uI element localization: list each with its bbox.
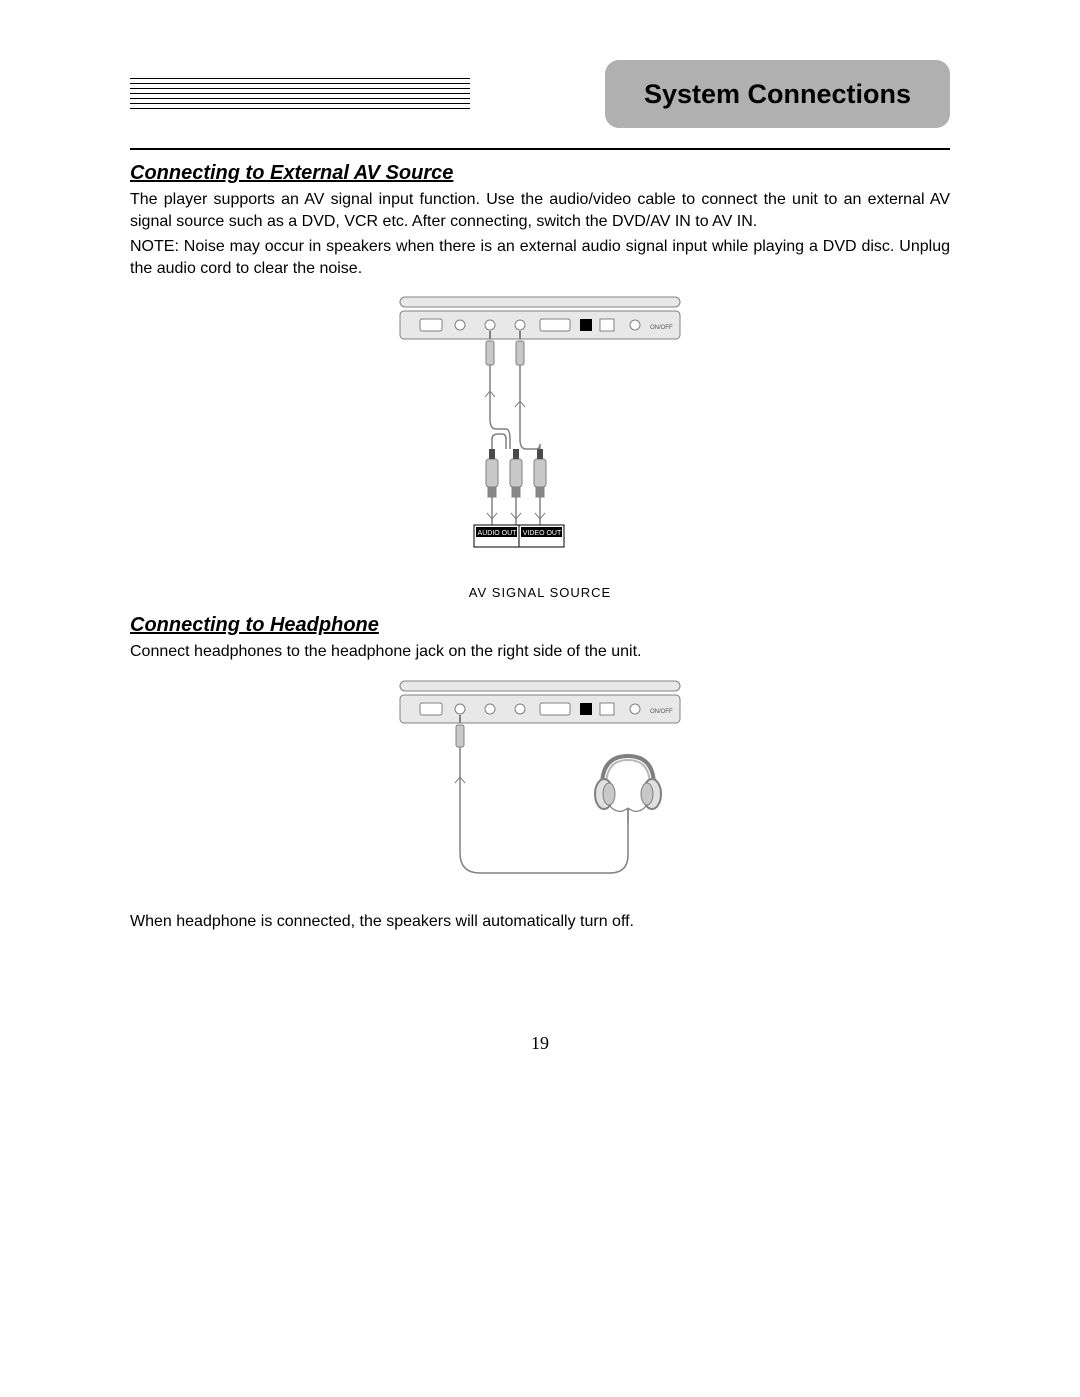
page-header: System Connections: [130, 60, 950, 140]
section1-heading: Connecting to External AV Source: [130, 162, 950, 185]
audio-out-label: AUDIO OUT: [478, 530, 518, 537]
headphones-icon: [595, 756, 661, 823]
header-rule-lines: [130, 78, 470, 113]
section2-para2: When headphone is connected, the speaker…: [130, 911, 950, 933]
page-title: System Connections: [644, 79, 911, 110]
section1-para1: The player supports an AV signal input f…: [130, 189, 950, 232]
section1-para2: NOTE: Noise may occur in speakers when t…: [130, 236, 950, 279]
av-diagram-caption: AV SIGNAL SOURCE: [130, 585, 950, 600]
av-connection-diagram: ON/OFF: [390, 289, 690, 579]
section2-para1: Connect headphones to the headphone jack…: [130, 641, 950, 663]
section2-heading: Connecting to Headphone: [130, 614, 950, 637]
video-out-label: VIDEO OUT: [523, 530, 562, 537]
page-number: 19: [130, 1033, 950, 1054]
svg-text:ON/OFF: ON/OFF: [650, 325, 673, 331]
page-title-block: System Connections: [605, 60, 950, 128]
headphone-connection-diagram: ON/OFF: [390, 673, 690, 893]
header-underline: [130, 148, 950, 150]
svg-text:ON/OFF: ON/OFF: [650, 709, 673, 715]
